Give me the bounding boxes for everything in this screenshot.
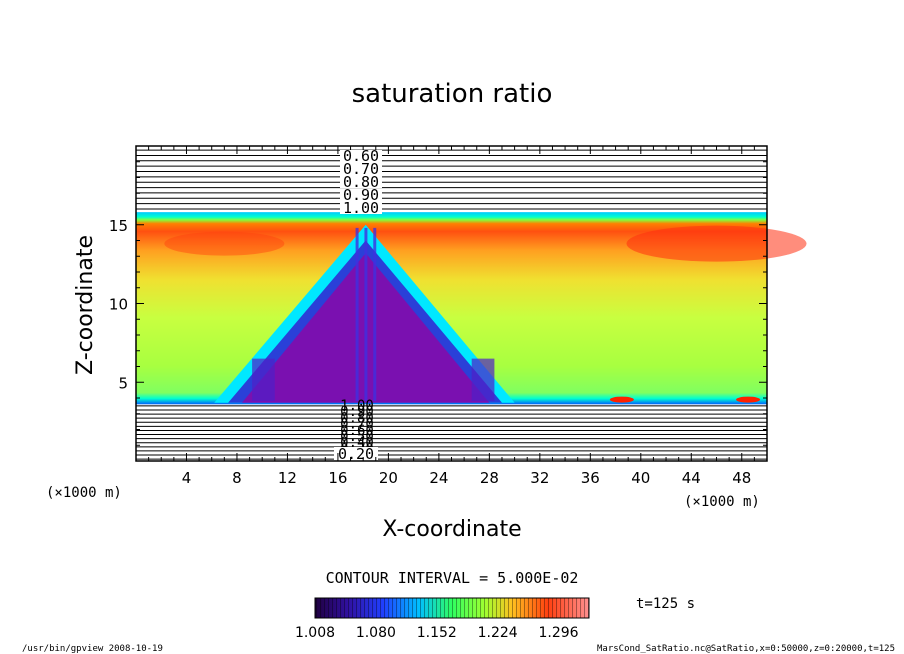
x-tick-label: 8 xyxy=(232,469,242,487)
plume-column xyxy=(364,227,368,402)
y-tick-label: 5 xyxy=(118,374,128,392)
contour-label: 0.60 xyxy=(343,147,379,165)
plume-column xyxy=(355,227,359,402)
colorbar xyxy=(314,597,590,619)
contour-label-bg xyxy=(340,150,382,162)
colorbar-tick-label: 1.008 xyxy=(295,625,335,641)
high-saturation-patch xyxy=(164,231,285,256)
x-tick-label: 4 xyxy=(182,469,192,487)
contour-label: 0.90 xyxy=(340,404,374,420)
footer-left: /usr/bin/gpview 2008-10-19 xyxy=(22,644,163,654)
contour-label: 0.70 xyxy=(343,160,379,178)
contour-label-bg xyxy=(340,176,382,188)
x-tick-label: 20 xyxy=(379,469,398,487)
colorbar-stripes xyxy=(315,598,589,618)
contour-label: 0.60 xyxy=(340,423,374,439)
colorbar-tick-label: 1.296 xyxy=(539,625,579,641)
contour-label-bg xyxy=(340,163,382,175)
contour-label: 0.80 xyxy=(343,173,379,191)
y-tick-label: 15 xyxy=(109,217,128,235)
contour-label-bg xyxy=(334,447,378,460)
x-tick-label: 40 xyxy=(631,469,650,487)
x-axis-label: X-coordinate xyxy=(382,517,521,542)
high-saturation-patch xyxy=(626,225,807,262)
contour-label: 0.20 xyxy=(338,445,374,463)
z-unit-label: (×1000 m) xyxy=(46,485,122,501)
contour-label: 1.00 xyxy=(343,199,379,217)
x-tick-label: 16 xyxy=(328,469,347,487)
time-label: t=125 s xyxy=(636,596,695,612)
contour-label: 1.00 xyxy=(340,398,374,414)
plume-shoulder xyxy=(252,358,275,402)
contour-label-bg xyxy=(340,189,382,201)
x-tick-label: 32 xyxy=(530,469,549,487)
contour-label-bg xyxy=(340,202,382,214)
colorbar-frame xyxy=(314,597,590,619)
plume-column xyxy=(373,227,377,402)
contour-label: 0.80 xyxy=(340,410,374,426)
surface-patch xyxy=(736,396,761,403)
contour-interval: CONTOUR INTERVAL = 5.000E-02 xyxy=(326,569,579,587)
chart-title: saturation ratio xyxy=(352,79,553,109)
plot-area: 0.600.700.800.901.001.000.900.800.700.60… xyxy=(109,145,807,487)
colorbar-tick-label: 1.080 xyxy=(356,625,396,641)
y-axis-label: Z-coordinate xyxy=(73,235,98,375)
colorbar-tick-labels: 1.008 1.080 1.152 1.224 1.296 xyxy=(295,625,579,641)
y-tick-label: 10 xyxy=(109,296,128,314)
contour-label: 0.90 xyxy=(343,186,379,204)
x-unit-label: (×1000 m) xyxy=(684,494,760,510)
surface-patch xyxy=(609,396,634,403)
x-tick-label: 28 xyxy=(480,469,499,487)
contour-label: 0.70 xyxy=(340,417,374,433)
plume-shoulder xyxy=(471,358,495,402)
x-tick-label: 48 xyxy=(732,469,751,487)
x-tick-label: 12 xyxy=(278,469,297,487)
contour-label: 0.50 xyxy=(340,429,374,445)
x-tick-label: 24 xyxy=(429,469,448,487)
x-tick-label: 44 xyxy=(682,469,701,487)
footer-right: MarsCond_SatRatio.nc@SatRatio,x=0:50000,… xyxy=(597,644,895,654)
colorbar-tick-label: 1.152 xyxy=(417,625,457,641)
x-tick-label: 36 xyxy=(581,469,600,487)
colorbar-tick-label: 1.224 xyxy=(478,625,518,641)
